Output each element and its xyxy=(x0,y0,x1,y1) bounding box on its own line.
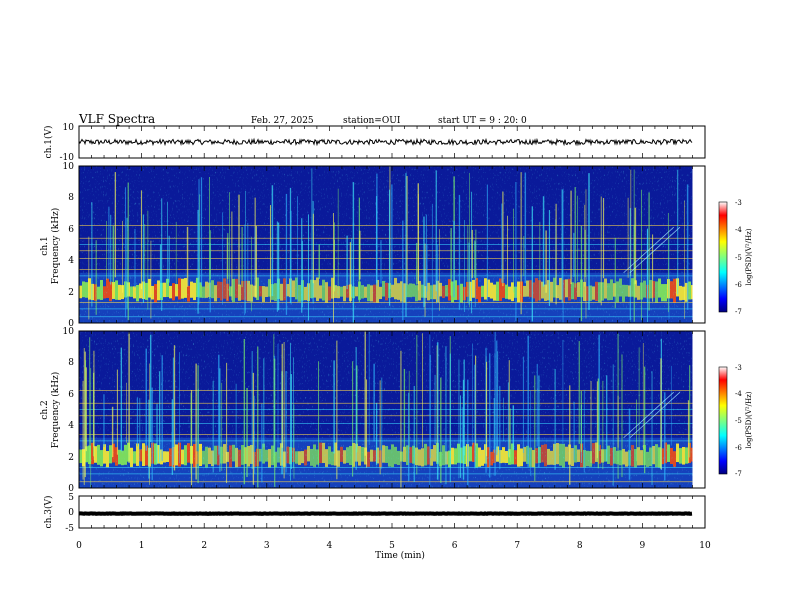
ch2-spec-ytick-0: 0 xyxy=(68,484,74,494)
station-label: station=OUI xyxy=(343,116,401,126)
ch1-cb-tick-m6: -6 xyxy=(735,281,742,289)
xtick-2: 2 xyxy=(201,541,207,551)
ch1-frequency-label: Frequency (kHz) xyxy=(50,208,61,285)
ch1-spec-ytick-4: 4 xyxy=(68,256,74,266)
xtick-7: 7 xyxy=(514,541,520,551)
x-axis-label: Time (min) xyxy=(375,550,425,561)
time-axis: 0 1 2 3 4 5 6 7 8 9 10 Time (min) xyxy=(76,541,711,561)
ch1-ylabel: ch.1(V) xyxy=(43,126,54,159)
ch3-waveform-panel: 5 0 -5 ch.3(V) xyxy=(43,493,706,534)
ch3-ytick-bottom: -5 xyxy=(65,524,74,534)
ch3-ylabel: ch.3(V) xyxy=(43,496,54,529)
figure-title: VLF Spectra xyxy=(78,112,155,126)
ch3-ytick-top: 5 xyxy=(68,493,74,503)
xtick-8: 8 xyxy=(577,541,583,551)
ch1-ytick-bottom: -10 xyxy=(60,153,75,163)
ch1-ytick-top: 10 xyxy=(63,123,75,133)
xtick-3: 3 xyxy=(264,541,270,551)
ch1-waveform-trace xyxy=(78,137,693,147)
xtick-1: 1 xyxy=(139,541,145,551)
xtick-9: 9 xyxy=(640,541,646,551)
ch1-spec-ytick-6: 6 xyxy=(68,225,74,235)
ch2-spec-ytick-8: 8 xyxy=(68,358,74,368)
ch1-channel-label: ch.1 xyxy=(40,236,50,255)
ch1-cb-tick-m5: -5 xyxy=(735,254,742,262)
ch1-cb-tick-m4: -4 xyxy=(735,226,742,234)
ch2-cb-tick-m3: -3 xyxy=(735,364,742,372)
ch1-spec-ytick-10: 10 xyxy=(63,162,75,172)
xtick-6: 6 xyxy=(452,541,458,551)
ch1-cb-tick-m3: -3 xyxy=(735,199,742,207)
date-label: Feb. 27, 2025 xyxy=(251,116,314,126)
xtick-4: 4 xyxy=(327,541,333,551)
ch1-spec-ytick-8: 8 xyxy=(68,193,74,203)
ch1-spec-ytick-2: 2 xyxy=(68,288,74,298)
ch2-cb-tick-m5: -5 xyxy=(735,417,742,425)
ch1-spectrogram-panel: 0 2 4 6 8 10 ch.1 Frequency (kHz) xyxy=(40,162,706,329)
ch1-colorbar: -3 -4 -5 -6 -7 log(PSD)(V²/Hz) xyxy=(718,199,753,316)
ch2-cb-tick-m6: -6 xyxy=(735,444,742,452)
ch2-colorbar-label: log(PSD)(V²/Hz) xyxy=(745,391,753,448)
ch2-spec-ytick-10: 10 xyxy=(63,327,75,337)
xtick-5: 5 xyxy=(389,541,395,551)
ch2-spec-ytick-2: 2 xyxy=(68,453,74,463)
ch2-cb-tick-m4: -4 xyxy=(735,390,742,398)
ch1-spectrogram-speckle xyxy=(79,166,693,323)
ch2-spectrogram-speckle xyxy=(79,331,693,488)
xtick-0: 0 xyxy=(76,541,82,551)
no-data-area xyxy=(692,166,705,323)
ch2-channel-label: ch.2 xyxy=(40,400,50,419)
no-data-area xyxy=(692,331,705,488)
ch1-colorbar-label: log(PSD)(V²/Hz) xyxy=(745,228,753,285)
ch2-spec-ytick-6: 6 xyxy=(68,390,74,400)
ch2-spec-ytick-4: 4 xyxy=(68,421,74,431)
ch3-ytick-mid: 0 xyxy=(68,508,74,518)
ch1-spec-ytick-0: 0 xyxy=(68,319,74,329)
ch1-colorbar-gradient xyxy=(718,201,728,313)
ch2-colorbar: -3 -4 -5 -6 -7 log(PSD)(V²/Hz) xyxy=(718,364,753,478)
ch1-waveform-panel: 10 -10 ch.1(V) xyxy=(43,123,706,163)
axis-tick-marks xyxy=(78,126,706,528)
ch2-spectrogram-panel: 0 2 4 6 8 10 ch.2 Frequency (kHz) xyxy=(40,327,706,494)
start-time-label: start UT = 9 : 20: 0 xyxy=(438,116,527,126)
ch1-cb-tick-m7: -7 xyxy=(735,308,742,316)
ch2-colorbar-gradient xyxy=(718,366,728,475)
ch2-cb-tick-m7: -7 xyxy=(735,470,742,478)
ch2-frequency-label: Frequency (kHz) xyxy=(50,372,61,449)
xtick-10: 10 xyxy=(699,541,711,551)
